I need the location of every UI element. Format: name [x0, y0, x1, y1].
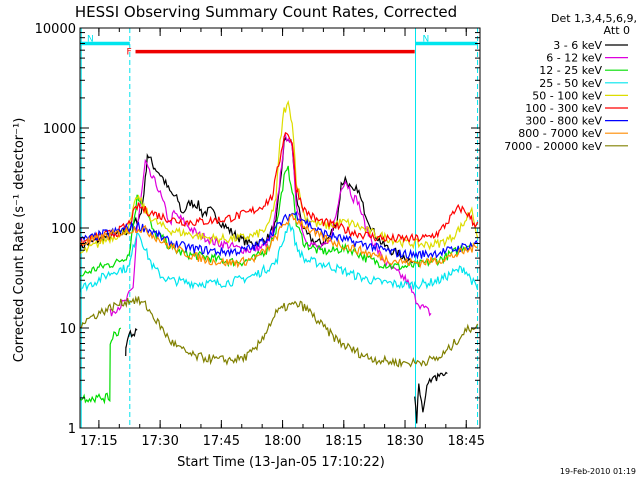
legend-label-3-6-kev: 3 - 6 keV: [553, 39, 602, 52]
y-axis-label: Corrected Count Rate (s⁻¹ detector⁻¹): [12, 118, 27, 363]
legend-label-6-12-kev: 6 - 12 keV: [546, 52, 602, 65]
series-100-300-kev: [79, 131, 479, 247]
series-6-12-kev: [109, 133, 432, 317]
series-800-7000-kev: [79, 213, 478, 269]
x-tick-label-17-30: 17:30: [141, 434, 178, 449]
legend-label-25-50-kev: 25 - 50 keV: [539, 77, 602, 90]
legend-header-attenuator: Att 0: [604, 24, 630, 37]
y-tick-label-10: 10: [59, 322, 76, 337]
y-tick-label-1000: 1000: [43, 122, 76, 137]
state-bars: N N F: [80, 34, 478, 58]
generated-timestamp: 19-Feb-2010 01:19: [560, 467, 636, 476]
series-3-6-kev: [79, 136, 414, 264]
state-bar-label-n-0: N: [87, 34, 94, 44]
legend-label-800-7000-kev: 800 - 7000 keV: [518, 127, 602, 140]
legend-label-12-25-kev: 12 - 25 keV: [539, 64, 602, 77]
x-tick-label-18-00: 18:00: [264, 434, 301, 449]
legend-label-100-300-kev: 100 - 300 keV: [525, 102, 602, 115]
series-segment-9: [125, 327, 138, 357]
x-tick-label-17-45: 17:45: [203, 434, 240, 449]
legend-label-7000-20000-kev: 7000 - 20000 keV: [504, 140, 602, 153]
x-tick-label-18-15: 18:15: [325, 434, 362, 449]
x-tick-label-17-15: 17:15: [80, 434, 117, 449]
y-tick-label-100: 100: [51, 222, 76, 237]
state-bar-label-f-2: F: [127, 48, 132, 58]
x-axis: 17:15 17:30 17:45 18:00 18:15 18:30 18:45: [80, 28, 485, 449]
y-axis: 1 10 100 1000 10000: [35, 22, 480, 437]
y-tick-label-10000: 10000: [35, 22, 76, 37]
chart-title: HESSI Observing Summary Count Rates, Cor…: [75, 3, 457, 21]
x-axis-label: Start Time (13-Jan-05 17:10:22): [177, 455, 385, 470]
plot-content: [79, 28, 479, 428]
y-tick-label-1: 1: [68, 422, 76, 437]
series-25-50-kev: [79, 222, 479, 293]
series-7000-20000-kev: [79, 295, 479, 369]
legend-header-detectors: Det 1,3,4,5,6,9,: [551, 12, 637, 25]
legend-label-300-800-kev: 300 - 800 keV: [525, 115, 602, 128]
series-segment-10: [79, 327, 122, 405]
x-tick-label-18-30: 18:30: [386, 434, 423, 449]
legend-label-50-100-kev: 50 - 100 keV: [532, 89, 602, 102]
x-tick-label-18-45: 18:45: [448, 434, 485, 449]
state-bar-label-n-1: N: [423, 34, 430, 44]
series-segment-11: [414, 371, 448, 424]
